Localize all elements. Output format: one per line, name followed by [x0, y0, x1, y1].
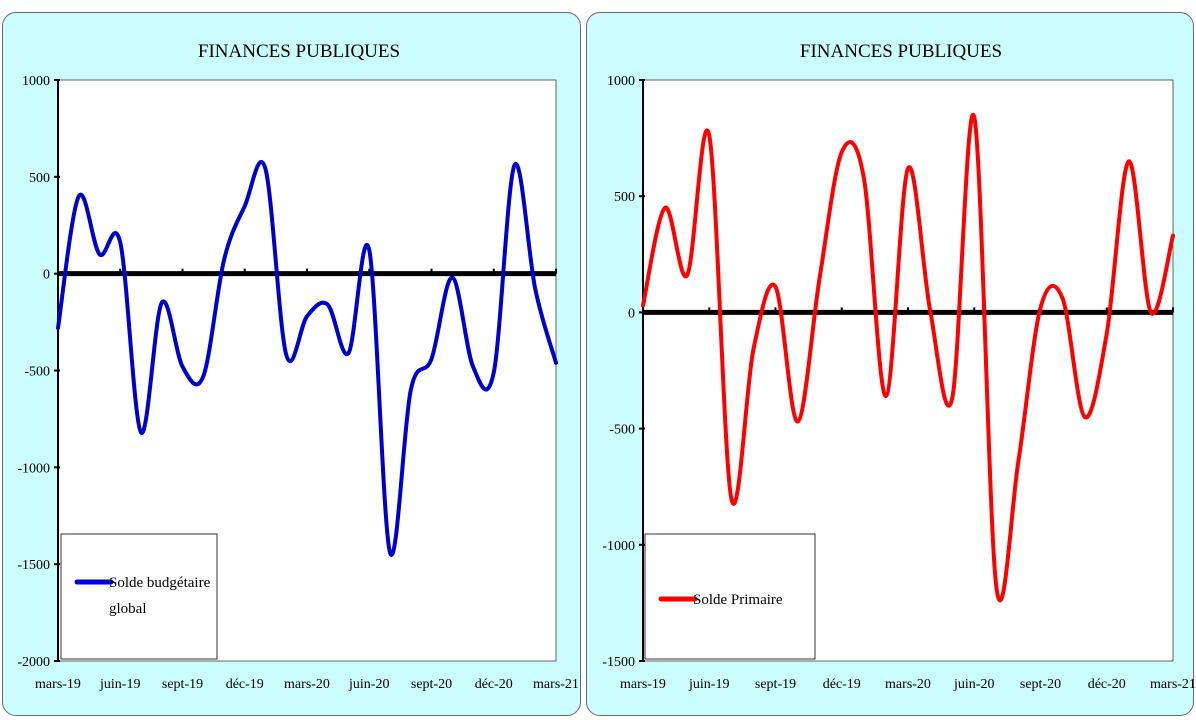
- x-tick-label: mars-21: [1150, 677, 1195, 692]
- y-tick-label: -500: [24, 365, 50, 380]
- data-point: [118, 241, 122, 245]
- chart-left-svg: FINANCES PUBLIQUES 1000 500 0 -500 -1000 -150…: [17, 41, 579, 692]
- y-tick-label: 500: [29, 171, 50, 186]
- x-tick-label: déc-20: [475, 677, 513, 692]
- chart-title: FINANCES PUBLIQUES: [800, 41, 1002, 62]
- data-point: [884, 394, 888, 398]
- y-tick-label: -500: [609, 423, 635, 438]
- data-point: [994, 585, 998, 589]
- data-point: [1105, 331, 1109, 335]
- legend-label: Solde budgétaire global: [109, 575, 211, 617]
- data-point: [554, 361, 558, 365]
- data-point: [181, 365, 185, 369]
- data-point: [641, 303, 645, 307]
- data-point: [1083, 415, 1087, 419]
- y-tick-label: -1500: [17, 558, 50, 573]
- data-point: [243, 204, 247, 208]
- y-tick-label: 0: [43, 268, 50, 283]
- data-point: [862, 176, 866, 180]
- series-line: [641, 112, 1175, 603]
- data-point: [450, 276, 454, 280]
- y-tick-label: -1500: [602, 655, 635, 670]
- data-point: [430, 357, 434, 361]
- data-point: [818, 276, 822, 280]
- data-point: [367, 248, 371, 252]
- data-point: [56, 326, 60, 330]
- x-tick-label: mars-19: [620, 677, 666, 692]
- x-tick-label: déc-19: [226, 677, 264, 692]
- data-point: [950, 396, 954, 400]
- data-point: [284, 353, 288, 357]
- series-line: [56, 159, 558, 557]
- data-point: [533, 287, 537, 291]
- top-strip: [0, 0, 1196, 12]
- data-point: [972, 115, 976, 119]
- x-tick-label: mars-19: [35, 677, 81, 692]
- data-point: [201, 374, 205, 378]
- data-point: [264, 167, 268, 171]
- y-tick-label: 0: [628, 306, 635, 321]
- x-tick-label: déc-19: [823, 677, 861, 692]
- data-point: [492, 370, 496, 374]
- legend-label-line: global: [109, 601, 147, 617]
- y-tick-label: 1000: [22, 74, 50, 89]
- data-point: [928, 308, 932, 312]
- data-point: [1016, 459, 1020, 463]
- data-point: [347, 351, 351, 355]
- data-point: [1149, 310, 1153, 314]
- x-tick-label: déc-20: [1088, 677, 1126, 692]
- x-tick-label: sept-20: [411, 677, 452, 692]
- data-point: [796, 420, 800, 424]
- chart-panel-right: FINANCES PUBLIQUES 1000 500 0 -500 -1000 -150…: [586, 12, 1195, 716]
- data-point: [471, 365, 475, 369]
- data-point: [751, 348, 755, 352]
- data-point: [160, 301, 164, 305]
- data-point: [729, 496, 733, 500]
- x-tick-label: juin-19: [688, 677, 729, 692]
- data-point: [1127, 159, 1131, 163]
- data-point: [409, 388, 413, 392]
- chart-title: FINANCES PUBLIQUES: [198, 41, 400, 62]
- legend-label-line: Solde budgétaire: [109, 575, 211, 591]
- data-point: [685, 273, 689, 277]
- data-point: [840, 150, 844, 154]
- data-point: [1061, 297, 1065, 301]
- data-point: [139, 431, 143, 435]
- data-point: [1171, 234, 1175, 238]
- x-tick-label: sept-19: [755, 677, 796, 692]
- x-tick-label: mars-21: [533, 677, 579, 692]
- x-tick-label: juin-19: [99, 677, 140, 692]
- y-tick-label: 1000: [607, 74, 635, 89]
- data-point: [707, 134, 711, 138]
- data-point: [663, 206, 667, 210]
- data-point: [222, 258, 226, 262]
- chart-panel-left: FINANCES PUBLIQUES 1000 500 0 -500 -1000 -150…: [2, 12, 581, 716]
- data-point: [305, 314, 309, 318]
- data-point: [77, 194, 81, 198]
- y-tick-label: -1000: [602, 539, 635, 554]
- data-point: [1039, 306, 1043, 310]
- data-point: [513, 163, 517, 167]
- legend-label: Solde Primaire: [693, 592, 783, 608]
- data-point: [98, 252, 102, 256]
- data-point: [906, 166, 910, 170]
- x-tick-label: mars-20: [885, 677, 931, 692]
- x-tick-label: sept-20: [1020, 677, 1061, 692]
- y-tick-label: -1000: [17, 461, 50, 476]
- data-point: [388, 551, 392, 555]
- data-point: [774, 285, 778, 289]
- y-tick-label: 500: [614, 190, 635, 205]
- data-point: [326, 303, 330, 307]
- x-tick-label: sept-19: [162, 677, 203, 692]
- x-tick-label: mars-20: [284, 677, 330, 692]
- y-tick-label: -2000: [17, 655, 50, 670]
- chart-right-svg: FINANCES PUBLIQUES 1000 500 0 -500 -1000 -150…: [602, 41, 1195, 692]
- legend-box: [60, 533, 218, 660]
- x-tick-label: juin-20: [348, 677, 389, 692]
- x-tick-label: juin-20: [953, 677, 994, 692]
